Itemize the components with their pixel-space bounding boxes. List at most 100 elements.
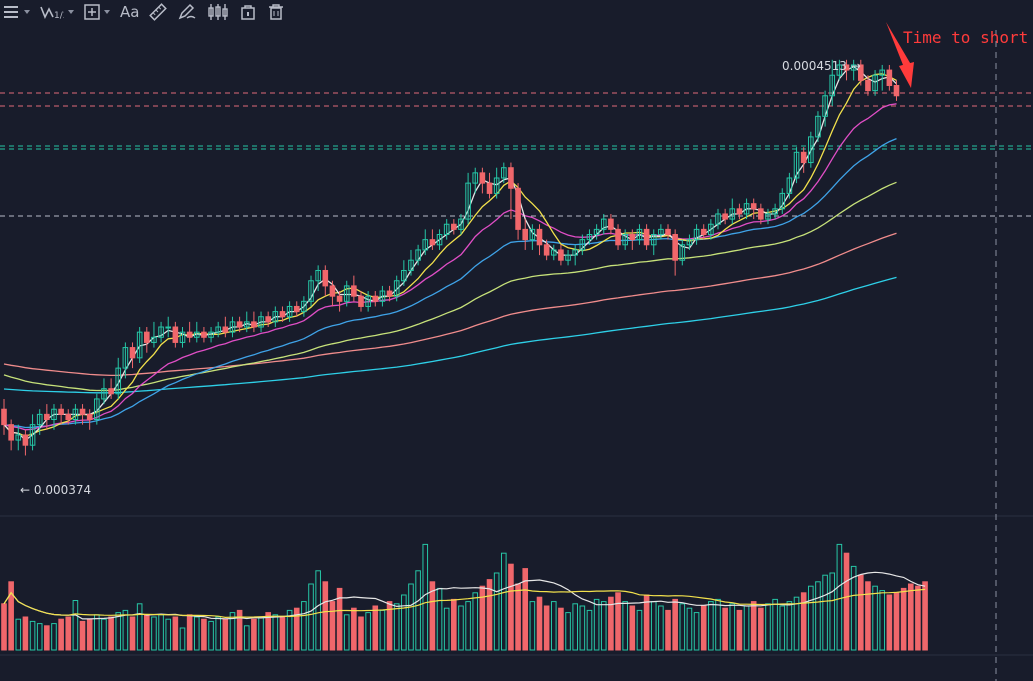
volume-bar [579,605,586,651]
candle-body [229,321,236,333]
volume-bar [886,594,893,651]
candle-body [201,331,207,338]
candle-body [715,213,721,225]
candle [144,327,150,353]
volume-bar [515,583,521,651]
candle [829,59,836,107]
candle [493,167,500,199]
chevron-down-icon[interactable] [104,10,110,14]
candle-body [822,95,828,117]
volume-bar [343,614,350,651]
volume-bar [558,607,564,651]
crosshair-add-button[interactable] [80,0,114,24]
candle [893,80,900,101]
candle [793,147,800,184]
candle-body [672,234,678,261]
volume-bar [422,543,429,651]
candle-body [179,331,186,343]
trash-button[interactable] [263,0,289,24]
candle [808,131,814,168]
candle-body [208,331,214,338]
candle-body [829,74,836,97]
volume-bar [722,607,728,651]
candle [379,285,386,307]
candle [236,316,243,333]
candle [479,167,486,194]
volume-bar [843,552,850,651]
candle-body [8,424,14,441]
candle [1,398,7,435]
volume-bar [529,601,536,651]
fib-tool-button[interactable]: 1/3 [36,0,78,24]
menu-button[interactable] [0,0,34,24]
candle-body [865,79,871,92]
candle-body [15,434,22,441]
volume-bar [586,609,593,651]
candle-body [815,115,821,138]
chevron-down-icon[interactable] [24,10,30,14]
volume-bar [386,601,393,651]
volume-bar [293,607,300,651]
candle [608,213,614,235]
candle [786,172,793,199]
volume-bar [565,612,571,651]
volume-bar [336,587,343,651]
volume-bar [893,592,900,651]
candle [279,306,286,322]
text-tool-button[interactable]: Aa [116,0,143,24]
volume-bar [372,605,379,651]
candle [415,244,421,266]
candle-body [251,321,257,328]
candle [865,75,871,96]
volume-bar [501,552,507,651]
candle [593,224,600,240]
candle [386,285,393,302]
volume-bar [222,618,229,651]
volume-bar [858,574,864,651]
lock-button[interactable] [235,0,261,24]
volume-bar [15,618,22,651]
candle [465,172,471,225]
candle [158,321,164,343]
volume-bar [665,609,671,651]
candle [629,229,636,250]
candle [779,188,786,214]
candle [722,208,728,225]
candle-body [508,167,514,189]
candle [165,316,172,338]
chevron-down-icon[interactable] [68,10,74,14]
candle [308,275,314,307]
candle [272,306,279,328]
candle-body [79,408,86,415]
volume-bar [829,572,836,651]
volume-bar [636,609,643,651]
volume-bar [229,612,236,651]
candle [815,111,821,143]
candle-body [843,64,850,71]
candle [643,224,650,250]
candle-body [329,285,336,297]
pen-icon [177,3,197,21]
candle-body [458,218,464,230]
candle [8,419,14,451]
volume-bar [165,618,172,651]
text-tool-label: Aa [120,3,140,21]
volume-bar [258,616,264,651]
candle [679,239,686,266]
volume-bar [94,614,100,651]
ruler-button[interactable] [145,0,171,24]
candle-body [558,249,564,261]
candle-body [165,326,172,329]
volume-bar [679,603,686,651]
volume-bar [865,581,871,651]
candle-body [565,254,571,261]
candle [172,321,179,348]
candles-button[interactable] [203,0,233,24]
candle [529,224,536,250]
candle [765,208,771,225]
candle-body [758,208,764,220]
candle-body [351,285,357,297]
pen-button[interactable] [173,0,201,24]
volume-bar [872,585,878,651]
